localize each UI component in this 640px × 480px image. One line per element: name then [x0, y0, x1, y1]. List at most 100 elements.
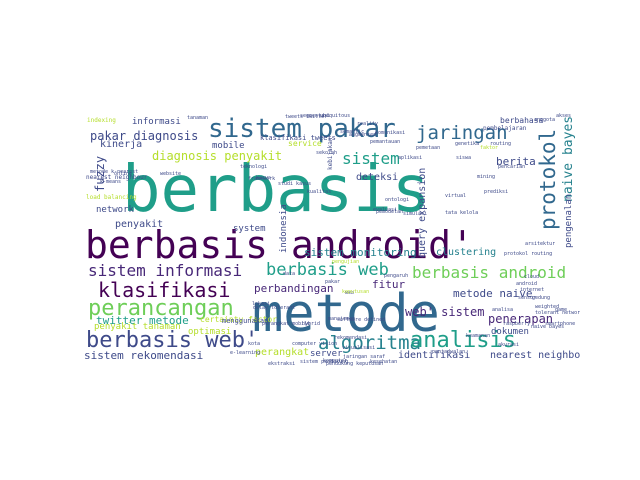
word-6: naive bayes: [561, 115, 576, 202]
word-27: clustering: [436, 247, 497, 258]
word-100: lokasi: [252, 301, 271, 307]
word-10: berita: [496, 155, 536, 168]
word-84: protokol routing: [504, 251, 553, 257]
word-131: akses: [556, 113, 572, 119]
word-49: klasifikasi tweets: [260, 134, 336, 142]
word-67: augmented: [349, 132, 377, 138]
word-89: weighted: [535, 304, 560, 310]
word-60: tweets twitter: [285, 114, 328, 120]
word-13: berbasis android: [412, 263, 567, 282]
word-130: akurasi: [498, 342, 520, 348]
word-121: gedung: [532, 295, 551, 301]
word-40: kinerja: [100, 139, 143, 150]
word-92: android: [516, 281, 538, 287]
word-112: komunikasi: [375, 130, 406, 136]
word-74: mining: [477, 174, 496, 180]
word-cloud: berbasis metode berbasis android' sistem pa…: [80, 110, 580, 368]
word-62: perangkat mobile: [262, 321, 311, 327]
word-33: perangkat: [255, 347, 310, 358]
word-28: indonesia: [279, 204, 289, 253]
word-59: tanaman: [187, 115, 209, 121]
word-115: pemetaan: [416, 145, 441, 151]
word-52: load balancing: [86, 194, 137, 201]
word-53: nearest neighbour: [86, 174, 148, 181]
word-104: komputer: [323, 358, 348, 364]
word-124: studi kasus: [278, 181, 312, 187]
word-102: pendukung keputusan: [326, 361, 384, 367]
word-109: kesehatan: [370, 359, 398, 365]
word-63: semantic: [340, 129, 365, 135]
word-90: hybrid: [302, 321, 321, 327]
word-66: software defined: [337, 317, 386, 323]
word-56: aplikasi: [398, 155, 423, 161]
word-54: indexing: [87, 117, 116, 124]
word-15: klasifikasi: [98, 278, 231, 302]
word-76: pencarian: [498, 164, 526, 170]
word-79: computer vision: [292, 341, 338, 347]
word-37: dokumen: [491, 327, 529, 337]
word-116: e-learning: [230, 350, 261, 356]
word-110: manajemen: [328, 316, 356, 322]
word-57: framework: [248, 176, 276, 182]
word-99: kota: [248, 341, 261, 347]
word-114: visualisasi: [342, 345, 376, 351]
word-21: penerapan: [488, 312, 554, 326]
word-120: arsitektur: [525, 241, 556, 247]
word-111: pemantauan: [370, 139, 401, 145]
word-78: jaringan saraf: [343, 354, 386, 360]
word-91: pemodelan: [376, 209, 404, 215]
word-23: perbandingan: [254, 282, 334, 295]
word-80: pengujian: [332, 259, 360, 265]
word-77: smartphone: [545, 321, 576, 327]
word-103: keputusan: [342, 289, 370, 295]
word-17: berbasis web': [86, 328, 259, 353]
word-34: server: [310, 349, 343, 359]
word-68: reality: [357, 121, 379, 127]
word-29: deteksi: [356, 172, 399, 183]
word-30: service: [288, 139, 322, 148]
word-129: pengaruh: [384, 273, 409, 279]
word-64: routing: [490, 141, 512, 147]
word-1: metode: [252, 284, 440, 344]
word-65: genetika: [455, 141, 480, 147]
word-4: jaringan: [416, 122, 508, 144]
word-46: optimasi: [188, 327, 232, 337]
word-83: analisa: [492, 307, 514, 313]
word-51: pembelajaran: [483, 125, 527, 132]
word-72: cloud: [524, 274, 540, 280]
word-105: rekomendasi: [334, 335, 368, 341]
word-128: online: [114, 171, 133, 177]
word-31: twitter metode: [96, 314, 189, 327]
word-73: internet: [520, 287, 545, 293]
word-87: naive bayes: [531, 324, 565, 330]
word-70: kualitas: [307, 189, 332, 195]
word-7: pakar diagnosis: [90, 129, 199, 143]
word-94: sensor: [518, 295, 537, 301]
word-3: sistem pakar: [208, 114, 396, 144]
word-19: analisis: [410, 328, 516, 353]
word-75: ontologi: [385, 197, 410, 203]
word-22: metode naive: [453, 287, 533, 300]
word-122: tata kelola: [445, 210, 479, 216]
word-69: teknologi: [240, 164, 268, 170]
word-127: website: [160, 171, 182, 177]
word-88: game: [555, 307, 568, 313]
word-101: sistem pendukung: [300, 359, 349, 365]
word-2: berbasis android': [85, 223, 474, 267]
word-20: web' sistem: [405, 305, 485, 319]
word-81: evaluasi: [373, 207, 398, 213]
word-58: faktor: [480, 145, 499, 151]
word-117: ekstraksi: [268, 361, 296, 367]
word-97: data: [283, 271, 296, 277]
word-98: web: [345, 290, 355, 296]
word-42: network: [96, 205, 134, 215]
word-107: siswa: [456, 155, 472, 161]
word-93: virtual: [445, 193, 467, 199]
word-39: informasi: [132, 117, 181, 127]
word-16: perancangan: [88, 296, 234, 321]
word-12: berbasis web: [266, 260, 389, 280]
word-18: algoritma: [318, 332, 421, 354]
word-36: nearest neighbor: [490, 350, 580, 361]
word-118: segmentasi: [300, 113, 331, 119]
